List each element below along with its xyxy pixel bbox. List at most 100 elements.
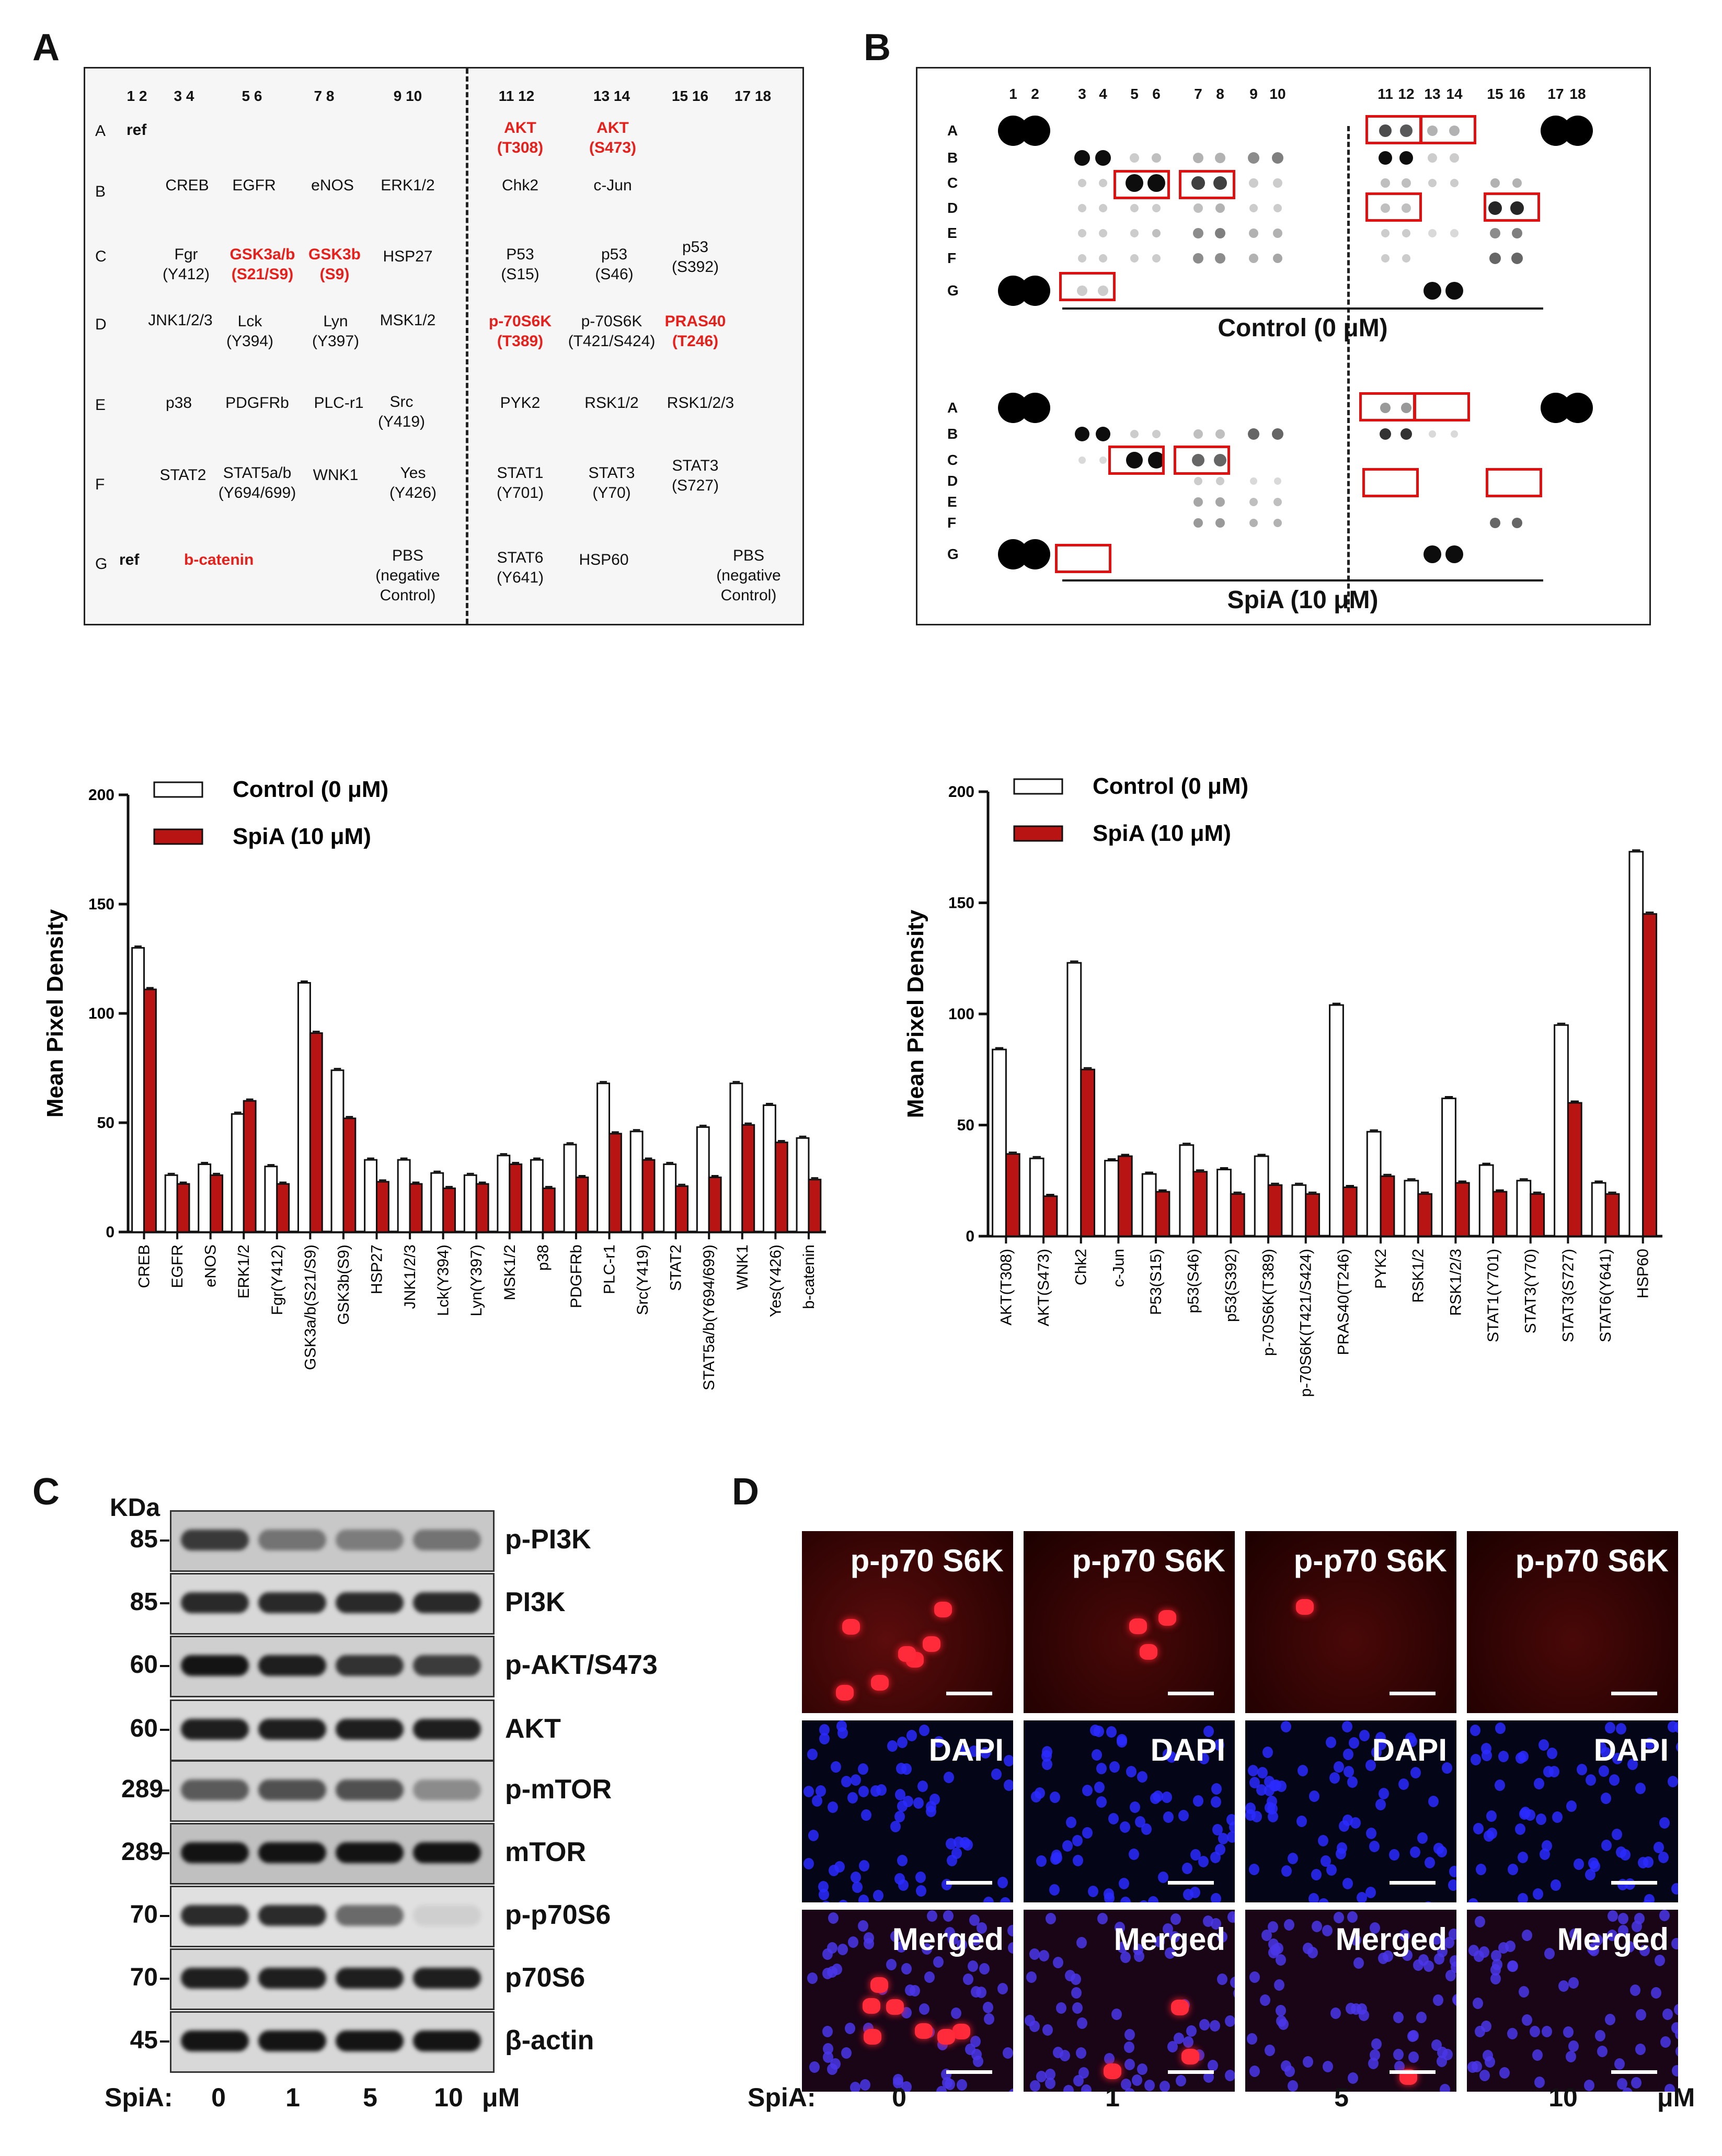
unit-label: μM	[1657, 2083, 1695, 2112]
nucleus	[901, 1763, 912, 1775]
x-tick-label: eNOS	[202, 1245, 220, 1287]
nucleus	[1002, 2047, 1013, 2059]
nucleus	[916, 1885, 927, 1897]
nucleus	[1592, 1934, 1603, 1946]
blot-dot	[1402, 254, 1410, 263]
positive-cell	[1296, 1599, 1314, 1615]
nucleus	[1616, 2078, 1627, 2090]
nucleus	[1325, 1737, 1336, 1749]
array-cell-label: STAT6 (Y641)	[496, 549, 544, 586]
nucleus	[887, 1740, 898, 1752]
bar-spia	[1305, 1193, 1321, 1237]
blot-strip	[170, 1699, 495, 1761]
blot-dot	[1490, 228, 1500, 238]
blot-dot	[1152, 229, 1161, 237]
legend-swatch-control	[153, 781, 203, 798]
nucleus	[1065, 1816, 1076, 1828]
blot-band	[181, 1779, 249, 1800]
bar-control	[663, 1163, 677, 1233]
nucleus	[1366, 1828, 1377, 1840]
blot-dot	[1215, 153, 1225, 163]
if-channel-label: DAPI	[928, 1732, 1004, 1767]
col-number: 15	[1487, 86, 1503, 102]
nucleus	[1144, 2080, 1155, 2092]
bar-spia	[1080, 1068, 1096, 1237]
blot-dot	[1130, 204, 1139, 212]
nucleus	[1071, 1987, 1082, 1999]
blot-band	[258, 1592, 326, 1613]
nucleus	[858, 1894, 869, 1902]
nucleus	[1120, 2079, 1131, 2091]
blot-band	[258, 1530, 326, 1550]
nucleus	[1671, 1883, 1678, 1895]
blot-dot	[1249, 254, 1258, 263]
positive-cell	[922, 1636, 940, 1652]
bar-spia	[609, 1133, 622, 1233]
bar-spia	[210, 1174, 224, 1233]
array-cell-label: EGFR	[232, 177, 276, 194]
nucleus	[1635, 2043, 1646, 2055]
col-number: 2	[1031, 86, 1039, 102]
nucleus	[1233, 1987, 1235, 1999]
nucleus	[1154, 1935, 1165, 1947]
nucleus	[1369, 1922, 1380, 1934]
blot-band	[413, 2030, 481, 2051]
nucleus	[1073, 1855, 1084, 1867]
nucleus	[1103, 1888, 1114, 1900]
nucleus	[1505, 1941, 1516, 1953]
nucleus	[1609, 1774, 1620, 1786]
array-cell-label: Lck (Y394)	[226, 313, 274, 350]
blot-dot	[1147, 174, 1165, 192]
nucleus	[858, 1786, 869, 1798]
kda-tick	[160, 1978, 169, 1980]
highlight-box	[1359, 392, 1416, 421]
bar-spia	[342, 1117, 357, 1233]
nucleus	[980, 1747, 991, 1759]
blot-strip	[170, 1636, 495, 1697]
nucleus	[1394, 2060, 1405, 2072]
nucleus	[917, 1780, 928, 1792]
col-number: 12	[1398, 86, 1415, 102]
blot-dot	[1248, 428, 1259, 440]
blot-dot	[1020, 539, 1050, 569]
nucleus	[1490, 1964, 1501, 1976]
nucleus	[1278, 2018, 1289, 2030]
if-image-merged: Merged	[1467, 1910, 1678, 2092]
highlight-box	[1414, 392, 1470, 421]
blot-dot	[1450, 153, 1459, 163]
blot-dot	[1273, 498, 1282, 506]
blot-strip	[170, 1573, 495, 1635]
nucleus	[1186, 2025, 1197, 2037]
blot-band	[413, 1592, 481, 1613]
blot-dot	[1379, 124, 1392, 137]
highlight-box	[1484, 192, 1540, 222]
nucleus	[1245, 1802, 1256, 1814]
x-tick-label: STAT3(S727)	[1559, 1249, 1577, 1342]
nucleus	[1632, 1921, 1643, 1933]
if-channel-label: DAPI	[1593, 1732, 1669, 1767]
nucleus	[1031, 1791, 1042, 1803]
nucleus	[979, 1963, 990, 1975]
blot-band	[336, 1905, 404, 1926]
nucleus	[1653, 1841, 1664, 1853]
blot-dot	[1273, 519, 1282, 527]
nucleus	[1658, 1851, 1669, 1863]
blot-dot	[1379, 151, 1392, 165]
nucleus	[948, 1934, 959, 1946]
nucleus	[1450, 1961, 1456, 1974]
nucleus	[1321, 1855, 1331, 1867]
nucleus	[1558, 1980, 1569, 1992]
nucleus	[1281, 1865, 1292, 1877]
blot-dot	[1096, 427, 1110, 441]
blot-band	[258, 2030, 326, 2051]
nucleus	[1193, 1795, 1204, 1807]
dose-label: 1	[1105, 2083, 1120, 2112]
row-letter: G	[947, 546, 959, 562]
if-channel-label: p-p70 S6K	[1293, 1543, 1447, 1578]
nucleus	[1025, 2014, 1036, 2026]
nucleus	[841, 1775, 852, 1787]
positive-cell	[1181, 2049, 1200, 2065]
blot-band	[336, 1592, 404, 1613]
nucleus	[1082, 1827, 1093, 1839]
nucleus	[1529, 1902, 1540, 1903]
